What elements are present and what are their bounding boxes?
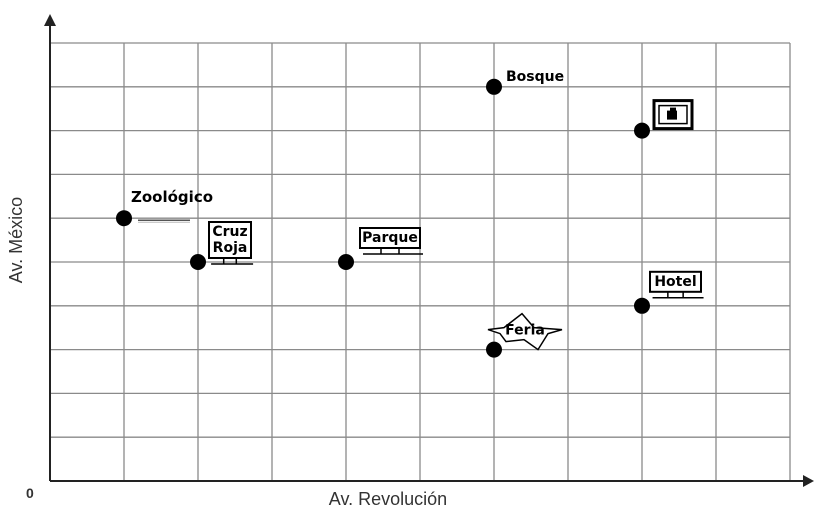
point-label: Feria bbox=[505, 323, 545, 339]
bank-icon-body bbox=[667, 110, 677, 120]
grid bbox=[50, 42, 791, 481]
point-label: Parque bbox=[362, 230, 418, 246]
y-axis-title: Av. México bbox=[6, 197, 26, 283]
data-point-group: Hotel bbox=[634, 270, 704, 314]
data-point bbox=[634, 122, 650, 139]
signboard-frame bbox=[208, 221, 252, 259]
bank-icon-top bbox=[670, 107, 676, 113]
data-point-group: Parque bbox=[338, 227, 423, 270]
axes bbox=[44, 14, 814, 487]
data-point bbox=[486, 78, 502, 95]
signboard-frame bbox=[359, 227, 421, 249]
point-label: Cruz bbox=[212, 224, 247, 240]
point-label: Bosque bbox=[506, 69, 564, 85]
star-frame bbox=[487, 312, 563, 351]
data-point-group bbox=[634, 99, 694, 139]
x-axis-title: Av. Revolución bbox=[329, 489, 447, 509]
point-label: Zoológico bbox=[131, 188, 213, 206]
data-point bbox=[190, 254, 206, 270]
data-point-group: Zoológico bbox=[116, 188, 213, 227]
x-axis-arrow bbox=[803, 475, 814, 487]
data-point-group: Feria bbox=[486, 312, 563, 358]
origin-label: 0 bbox=[26, 485, 34, 501]
point-label: Roja bbox=[213, 240, 248, 256]
data-point-group: Bosque bbox=[486, 69, 564, 95]
data-point bbox=[116, 210, 132, 227]
data-point bbox=[634, 297, 650, 314]
data-point bbox=[338, 254, 354, 270]
data-point bbox=[486, 341, 502, 358]
signboard-frame bbox=[649, 270, 702, 293]
point-label: Hotel bbox=[654, 274, 696, 290]
y-axis-arrow bbox=[44, 14, 56, 26]
